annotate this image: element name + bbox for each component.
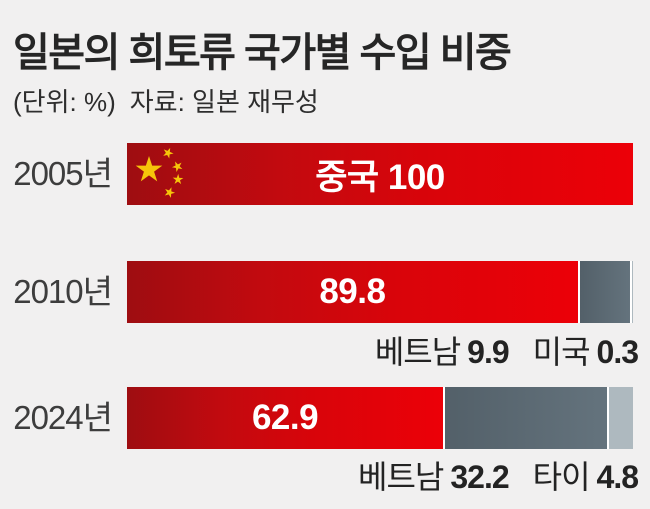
sublabel-value: 9.9 (467, 334, 509, 370)
sublabel-usa-2010: 미국 0.3 (532, 334, 639, 370)
china-flag-icon (135, 145, 186, 199)
sublabel-name: 베트남 (374, 334, 461, 370)
sublabel-vietnam-2024: 베트남 32.2 (358, 459, 510, 495)
sublabels-2010: 베트남 9.9 미국 0.3 (374, 327, 639, 373)
bar-segment-usa-2010 (631, 261, 633, 323)
sublabel-name: 미국 (532, 334, 591, 370)
bar-value-label-2005: 중국 100 (315, 157, 445, 197)
chart-subtitle: (단위: %) 자료: 일본 재무성 (13, 82, 319, 119)
unit-label: (단위: %) (13, 87, 116, 117)
year-label-2024: 2024년 (13, 399, 113, 436)
bar-segment-vietnam-2010 (579, 261, 630, 323)
stacked-bar-2010: 89.8 (127, 261, 633, 323)
page-title: 일본의 희토류 국가별 수입 비중 (13, 31, 512, 75)
stacked-bar-2005: 중국 100 (127, 143, 633, 205)
sublabel-name: 베트남 (358, 459, 444, 495)
stacked-bar-2024: 62.9 (127, 387, 634, 449)
bar-segment-china-2005: 중국 100 (127, 143, 633, 205)
sublabel-vietnam-2010: 베트남 9.9 (374, 334, 510, 370)
sublabel-thailand-2024: 타이 4.8 (532, 459, 639, 495)
year-label-2005: 2005년 (13, 155, 113, 192)
bar-segment-thailand-2024 (608, 387, 634, 449)
bar-value-label-2024: 62.9 (251, 398, 319, 437)
bar-value-label-2010: 89.8 (319, 272, 386, 311)
bar-segment-china-2024: 62.9 (127, 387, 444, 449)
sublabel-value: 0.3 (596, 334, 639, 370)
year-label-2010: 2010년 (13, 273, 113, 310)
sublabel-value: 4.8 (596, 459, 639, 495)
bar-segment-vietnam-2024 (445, 387, 607, 449)
source-label: 자료: 일본 재무성 (129, 87, 319, 117)
sublabel-name: 타이 (532, 459, 591, 495)
sublabels-2024: 베트남 32.2 타이 4.8 (358, 452, 639, 498)
sublabel-value: 32.2 (450, 459, 509, 495)
bar-segment-china-2010: 89.8 (127, 261, 578, 323)
